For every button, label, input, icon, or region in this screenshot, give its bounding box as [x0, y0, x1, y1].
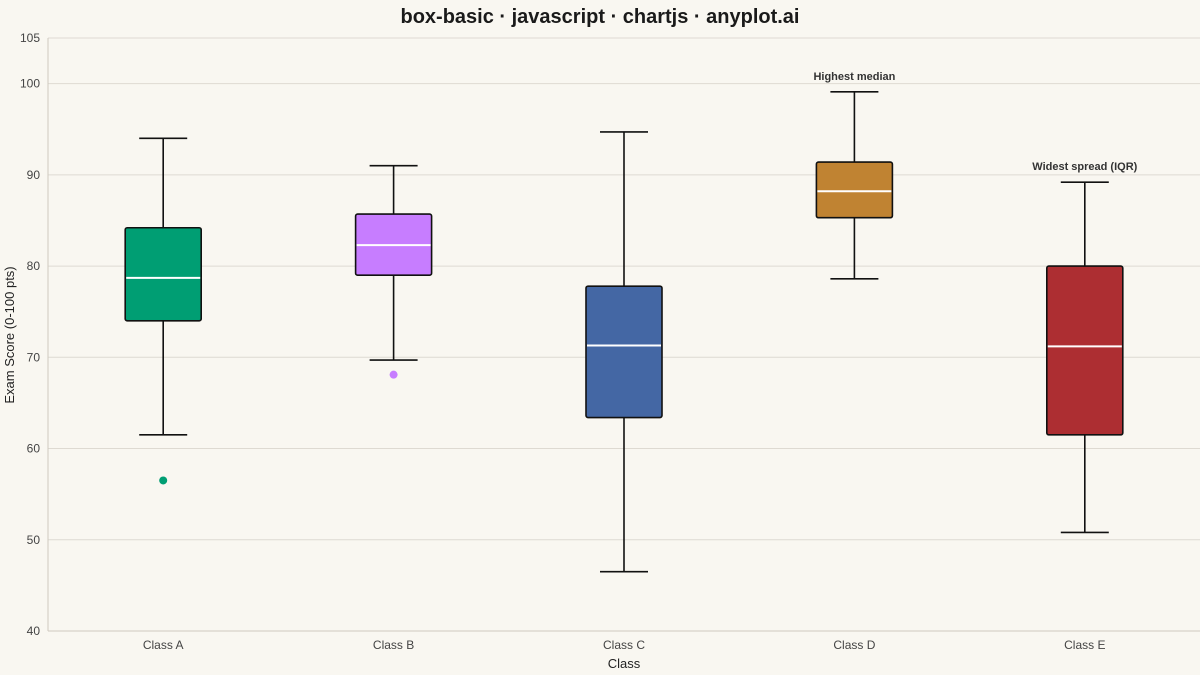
y-tick-label-90: 90	[27, 168, 41, 182]
iqr-box	[815, 161, 894, 219]
y-tick-label-80: 80	[27, 259, 41, 273]
x-axis-title: Class	[608, 656, 641, 671]
outlier-point	[159, 476, 168, 485]
iqr-box	[124, 226, 202, 322]
x-tick-label-1: Class A	[143, 638, 184, 652]
box-class-d	[815, 91, 894, 280]
x-tick-label-2: Class B	[373, 638, 414, 652]
y-tick-label-105: 105	[20, 31, 40, 45]
x-tick-label-3: Class C	[603, 638, 645, 652]
outlier-point	[389, 370, 398, 379]
box-class-b	[354, 164, 433, 379]
box-class-e	[1046, 181, 1124, 534]
y-tick-label-50: 50	[27, 533, 41, 547]
box-class-c	[585, 131, 663, 573]
y-tick-label-60: 60	[27, 442, 41, 456]
annotation-1: Highest median	[813, 71, 895, 83]
y-axis-title: Exam Score (0-100 pts)	[2, 266, 17, 403]
y-tick-label-70: 70	[27, 350, 41, 364]
iqr-box	[585, 285, 663, 419]
annotation-2: Widest spread (IQR)	[1032, 161, 1137, 173]
box-layer	[124, 91, 1124, 573]
chart-title: box-basic · javascript · chartjs · anypl…	[400, 6, 800, 28]
iqr-box	[1046, 265, 1124, 436]
box-class-a	[124, 137, 202, 485]
x-tick-label-5: Class E	[1064, 638, 1105, 652]
axis-layer: 40 50 60 70 80 90 100 105 Class A Class B Class C C…	[20, 31, 1200, 652]
x-tick-label-4: Class D	[833, 638, 875, 652]
y-tick-label-40: 40	[27, 624, 41, 638]
label-layer: Highest median Widest spread (IQR)	[813, 71, 1137, 173]
y-tick-label-100: 100	[20, 77, 40, 91]
